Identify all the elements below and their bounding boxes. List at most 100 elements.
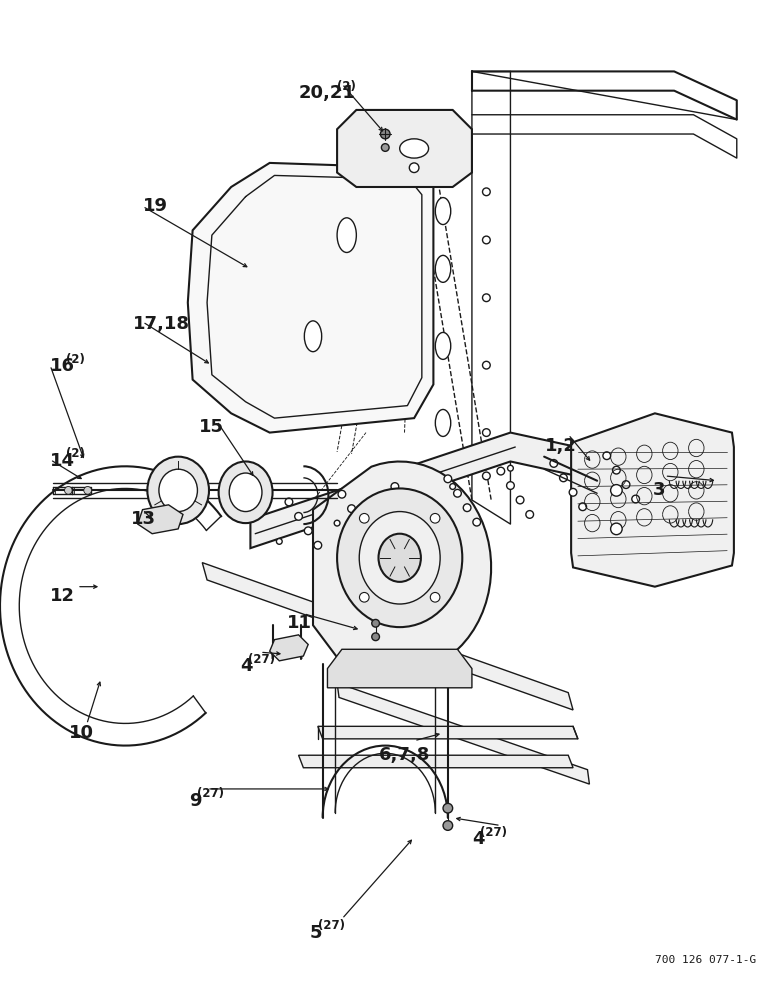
Polygon shape [337, 110, 472, 187]
Text: 4: 4 [240, 657, 252, 675]
Text: 14: 14 [50, 452, 75, 470]
Circle shape [482, 361, 490, 369]
Circle shape [409, 163, 419, 173]
Text: 1,2: 1,2 [545, 437, 577, 455]
Text: 5: 5 [310, 924, 323, 942]
Polygon shape [269, 635, 308, 661]
Circle shape [367, 534, 374, 541]
Circle shape [482, 236, 490, 244]
Circle shape [360, 513, 369, 523]
Circle shape [430, 592, 440, 602]
Circle shape [381, 144, 389, 151]
Ellipse shape [337, 218, 357, 252]
Ellipse shape [337, 488, 462, 627]
Circle shape [314, 541, 322, 549]
Circle shape [611, 523, 622, 535]
Circle shape [550, 460, 557, 467]
Polygon shape [250, 433, 732, 548]
Circle shape [560, 474, 567, 482]
Circle shape [482, 188, 490, 196]
Circle shape [463, 504, 471, 512]
Circle shape [65, 487, 73, 494]
Ellipse shape [435, 255, 451, 282]
Circle shape [381, 129, 390, 139]
Circle shape [276, 539, 283, 544]
Circle shape [611, 485, 622, 496]
Circle shape [334, 520, 340, 526]
Text: (27): (27) [479, 826, 506, 839]
Text: 700 126 077-1-G: 700 126 077-1-G [655, 955, 756, 965]
Ellipse shape [359, 512, 440, 604]
Circle shape [507, 465, 513, 471]
Text: 12: 12 [50, 587, 75, 605]
Ellipse shape [400, 139, 428, 158]
Circle shape [569, 488, 577, 496]
Circle shape [444, 475, 452, 483]
Circle shape [84, 487, 92, 494]
Circle shape [482, 294, 490, 302]
Circle shape [392, 502, 398, 508]
Circle shape [360, 592, 369, 602]
Circle shape [631, 495, 639, 503]
Text: (2): (2) [337, 80, 356, 93]
Text: 10: 10 [69, 724, 94, 742]
Text: 16: 16 [50, 357, 75, 375]
Polygon shape [202, 563, 573, 710]
Circle shape [347, 505, 355, 513]
Circle shape [482, 472, 490, 480]
Ellipse shape [378, 534, 421, 582]
Polygon shape [299, 755, 573, 768]
Text: 20,21: 20,21 [299, 84, 355, 102]
Circle shape [420, 526, 428, 534]
Polygon shape [337, 683, 590, 784]
Polygon shape [137, 505, 183, 534]
Ellipse shape [229, 473, 262, 512]
Text: (2): (2) [66, 353, 84, 366]
Circle shape [295, 513, 303, 520]
Ellipse shape [159, 469, 198, 512]
Circle shape [497, 467, 505, 475]
Circle shape [391, 483, 398, 490]
Circle shape [410, 512, 418, 519]
Polygon shape [313, 462, 491, 678]
Circle shape [443, 821, 452, 830]
Circle shape [338, 490, 346, 498]
Text: 15: 15 [199, 418, 225, 436]
Circle shape [450, 484, 455, 489]
Text: 9: 9 [189, 792, 201, 810]
Text: 3: 3 [653, 481, 665, 499]
Polygon shape [327, 649, 472, 688]
Text: (2): (2) [66, 447, 84, 460]
Circle shape [372, 619, 380, 627]
Circle shape [482, 429, 490, 436]
Ellipse shape [218, 461, 273, 523]
Ellipse shape [435, 198, 451, 225]
Circle shape [443, 803, 452, 813]
Circle shape [579, 503, 587, 511]
Circle shape [304, 527, 312, 535]
Polygon shape [318, 726, 578, 739]
Circle shape [473, 518, 481, 526]
Text: 11: 11 [287, 614, 312, 632]
Text: (27): (27) [197, 787, 224, 800]
Circle shape [285, 498, 293, 506]
Circle shape [516, 496, 524, 504]
Text: 19: 19 [143, 197, 168, 215]
Circle shape [372, 633, 380, 641]
Text: 17,18: 17,18 [133, 315, 190, 333]
Circle shape [506, 482, 514, 489]
Circle shape [454, 489, 462, 497]
Text: 4: 4 [472, 830, 484, 848]
Polygon shape [188, 163, 433, 433]
Circle shape [603, 452, 611, 460]
Ellipse shape [304, 321, 322, 352]
Ellipse shape [435, 409, 451, 436]
Text: (27): (27) [318, 919, 345, 932]
Circle shape [526, 511, 533, 518]
Text: (27): (27) [248, 653, 275, 666]
Text: 6,7,8: 6,7,8 [378, 746, 430, 764]
Text: 13: 13 [131, 510, 156, 528]
Circle shape [612, 466, 620, 474]
Circle shape [357, 519, 365, 527]
Ellipse shape [435, 332, 451, 359]
